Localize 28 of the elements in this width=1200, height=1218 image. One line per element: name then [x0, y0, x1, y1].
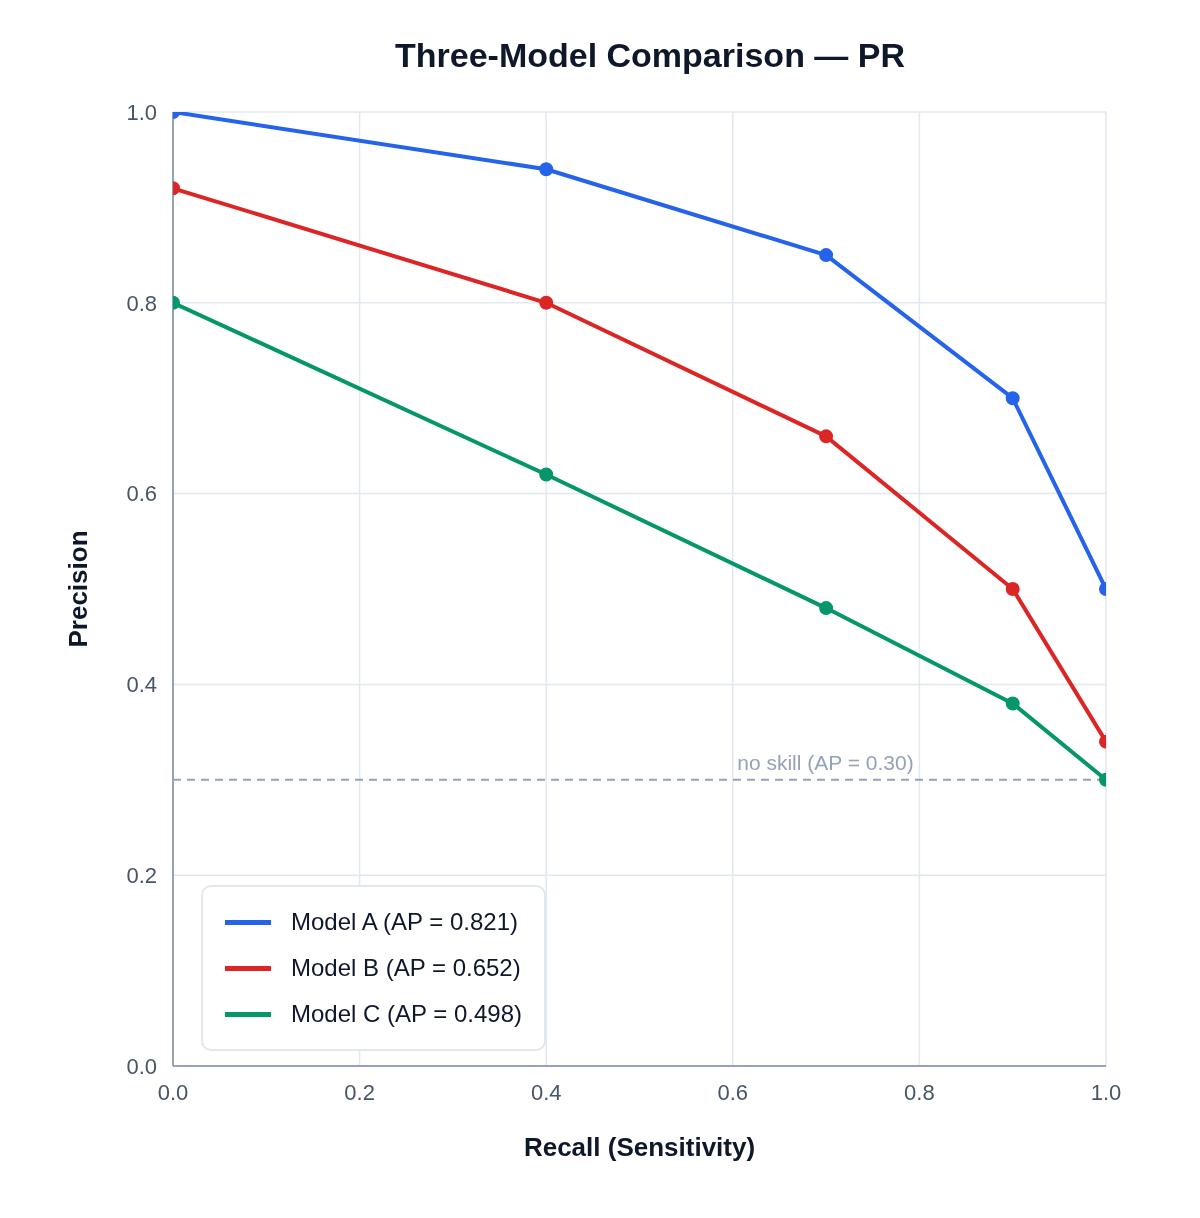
y-tick-label: 0.0 [126, 1053, 157, 1079]
chart-title: Three-Model Comparison — PR [393, 35, 907, 76]
x-tick-label: 0.0 [157, 1079, 189, 1105]
point [539, 295, 554, 310]
x-tick-label: 1.0 [1090, 1079, 1122, 1105]
y-axis-title: Precision [63, 530, 94, 648]
legend-label: Model B (AP = 0.652) [291, 953, 521, 983]
x-tick-label: 0.8 [904, 1079, 935, 1105]
point [1005, 391, 1020, 406]
y-tick-label: 0.8 [126, 290, 157, 316]
y-tick-label: 0.6 [126, 481, 157, 507]
x-axis-title: Recall (Sensitivity) [523, 1132, 756, 1162]
x-tick-label: 0.6 [717, 1079, 749, 1105]
y-tick-label: 0.2 [126, 863, 157, 889]
point [1005, 582, 1020, 596]
point [539, 162, 554, 177]
legend-label: Model C (AP = 0.498) [291, 999, 523, 1029]
y-tick-label: 1.0 [126, 99, 157, 125]
point [819, 429, 834, 444]
point [819, 248, 834, 263]
point [539, 467, 554, 482]
point [819, 601, 834, 616]
y-tick-label: 0.4 [126, 672, 157, 698]
ref-line-label: no skill (AP = 0.30) [737, 750, 914, 774]
x-tick-label: 0.4 [530, 1079, 562, 1105]
x-tick-label: 0.2 [344, 1079, 375, 1105]
legend-label: Model A (AP = 0.821) [291, 907, 519, 937]
point [1005, 696, 1020, 711]
